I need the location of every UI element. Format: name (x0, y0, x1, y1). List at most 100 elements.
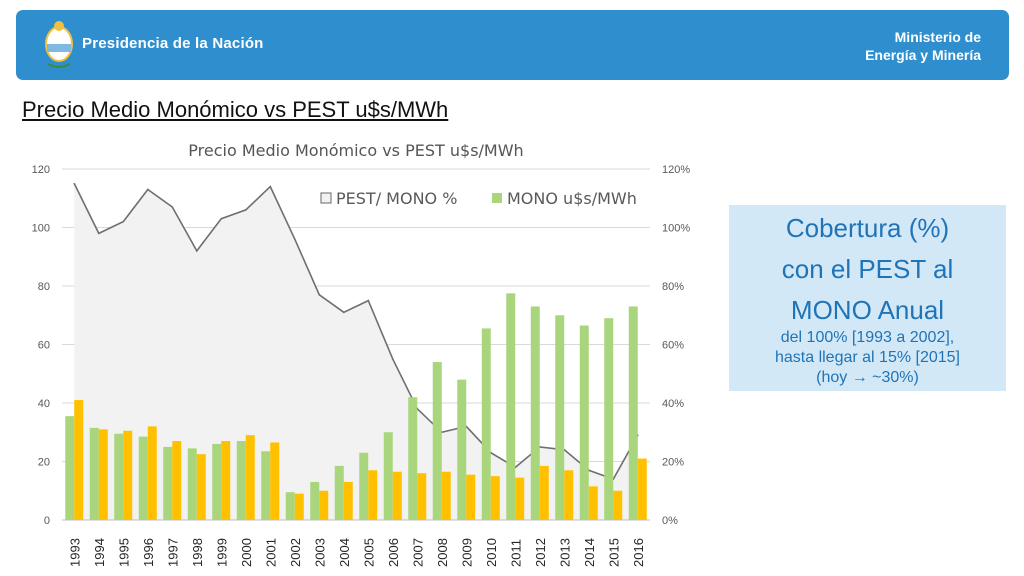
mono-bar (65, 416, 75, 520)
mono-bar (114, 433, 124, 520)
pest-bar (74, 400, 84, 520)
ministry-label: Ministerio de Energía y Minería (865, 28, 981, 64)
mono-bar (261, 451, 271, 520)
x-tick-label: 2012 (533, 538, 548, 567)
x-tick-label: 1997 (165, 538, 180, 567)
pest-mono-point (146, 188, 149, 191)
x-tick-label: 2010 (484, 538, 499, 567)
mono-bar (163, 446, 173, 520)
pest-bar (441, 471, 451, 520)
pest-mono-point (391, 358, 394, 360)
pest-mono-point (97, 232, 100, 235)
pest-bar (196, 454, 206, 520)
pest-bar (98, 429, 108, 520)
mono-bar (212, 443, 222, 520)
mono-bar (530, 306, 540, 520)
pest-bar (245, 435, 255, 520)
mono-bar (89, 427, 99, 520)
pest-mono-point (269, 185, 272, 188)
y2-tick-label: 20% (662, 457, 684, 469)
x-tick-label: 1998 (190, 538, 205, 567)
pest-bar (564, 470, 574, 520)
pest-bar (417, 473, 427, 520)
y-tick-label: 40 (38, 398, 50, 410)
mono-bar (628, 306, 638, 520)
pest-bar (123, 430, 133, 520)
x-tick-label: 2002 (288, 538, 303, 567)
x-tick-label: 2005 (361, 538, 376, 567)
pest-bar (392, 471, 402, 520)
pest-mono-area (74, 183, 638, 520)
legend-marker-mono (492, 193, 502, 203)
mono-bar (481, 328, 491, 520)
mono-bar (285, 492, 295, 520)
x-tick-label: 2013 (557, 538, 572, 567)
y-tick-label: 60 (38, 340, 50, 352)
mono-bar (187, 448, 197, 520)
y2-tick-label: 0% (662, 515, 678, 527)
pest-mono-point (122, 220, 125, 223)
y-tick-label: 100 (32, 223, 50, 235)
y-tick-label: 80 (38, 281, 50, 293)
mono-bar (334, 465, 344, 520)
pest-bar (613, 490, 623, 520)
mono-bar (383, 432, 393, 520)
pest-bar (172, 441, 182, 520)
y2-tick-label: 60% (662, 340, 684, 352)
y-tick-label: 20 (38, 457, 50, 469)
x-tick-label: 2008 (435, 538, 450, 567)
callout-line-5: hasta llegar al 15% [2015] (774, 349, 960, 366)
legend-label-pest-mono: PEST/ MONO % (336, 189, 457, 208)
y2-tick-label: 40% (662, 398, 684, 410)
callout-line-2: con el PEST al (781, 254, 954, 284)
x-tick-label: 2007 (410, 538, 425, 567)
y-tick-label: 120 (32, 164, 50, 176)
x-tick-label: 2014 (582, 538, 597, 567)
pest-mono-point (195, 250, 198, 252)
y2-tick-label: 80% (662, 281, 684, 293)
pest-mono-point (73, 182, 76, 185)
x-tick-label: 2016 (631, 538, 646, 567)
x-tick-label: 2009 (459, 538, 474, 567)
mono-bar (432, 362, 442, 520)
x-tick-label: 2015 (606, 538, 621, 567)
slide-title: Precio Medio Monómico vs PEST u$s/MWh (22, 97, 449, 122)
mono-bar (506, 293, 516, 520)
pest-bar (515, 477, 525, 520)
pest-bar (147, 426, 157, 520)
pest-bar (490, 476, 500, 520)
callout-line-1: Cobertura (%) (785, 213, 950, 243)
coverage-callout: Cobertura (%) con el PEST al MONO Anual … (729, 205, 1006, 391)
y-tick-label: 0 (44, 515, 50, 527)
x-tick-label: 2004 (337, 538, 352, 567)
x-tick-label: 2001 (263, 538, 278, 567)
pest-bar (294, 493, 304, 520)
pest-bar (368, 470, 378, 520)
pest-bar (466, 474, 476, 520)
y2-tick-label: 100% (662, 223, 690, 235)
ministry-line-1: Ministerio de (894, 29, 981, 45)
pest-bar (270, 442, 280, 520)
mono-bar (579, 325, 589, 520)
mono-bar (310, 481, 320, 520)
header-bar: Presidencia de la Nación Ministerio de E… (16, 10, 1009, 80)
mono-bar (555, 315, 565, 520)
callout-line-6: (hoy → ~30%) (816, 369, 919, 386)
pest-mono-line (73, 183, 639, 481)
mono-bar (604, 318, 614, 520)
legend-marker-pest-mono (320, 192, 332, 204)
x-tick-label: 1999 (214, 538, 229, 567)
y2-tick-label: 120% (662, 164, 690, 176)
mono-bar (457, 379, 467, 520)
chart-title: Precio Medio Monómico vs PEST u$s/MWh (188, 141, 523, 160)
x-tick-label: 2011 (508, 539, 523, 567)
x-tick-label: 1996 (141, 538, 156, 567)
pest-bar (637, 458, 647, 520)
pest-bar (588, 486, 598, 520)
pest-bar (343, 481, 353, 520)
x-tick-label: 1994 (92, 538, 107, 567)
ministry-line-2: Energía y Minería (865, 47, 981, 63)
pest-mono-point (220, 217, 223, 220)
pest-mono-point (171, 206, 174, 208)
